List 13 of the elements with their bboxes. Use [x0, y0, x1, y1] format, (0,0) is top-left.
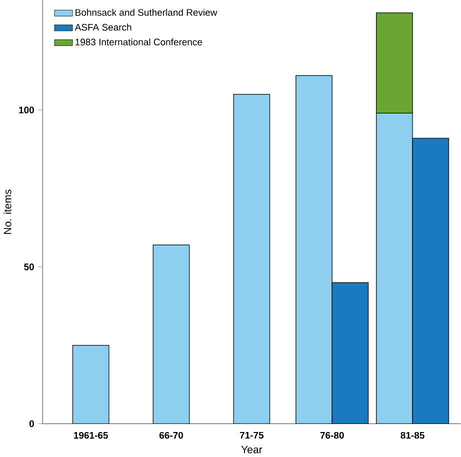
y-tick-label: 0 [29, 420, 34, 428]
legend-label: 1983 International Conference [76, 38, 202, 46]
x-axis-title: Year [241, 446, 262, 454]
x-tick-label: 66-70 [159, 432, 183, 439]
y-tick-label: 100 [19, 106, 34, 114]
x-tick-label: 81-85 [400, 432, 424, 439]
x-tick-label: 1961-65 [74, 432, 108, 439]
legend-label: ASFA Search [74, 24, 132, 31]
y-axis-title: No. items [4, 190, 12, 234]
y-tick-label: 50 [24, 264, 34, 270]
legend-label: Bohnsack and Sutherland Review [76, 8, 218, 16]
x-tick-label: 71-75 [240, 432, 264, 439]
x-tick-label: 76-80 [320, 432, 344, 439]
